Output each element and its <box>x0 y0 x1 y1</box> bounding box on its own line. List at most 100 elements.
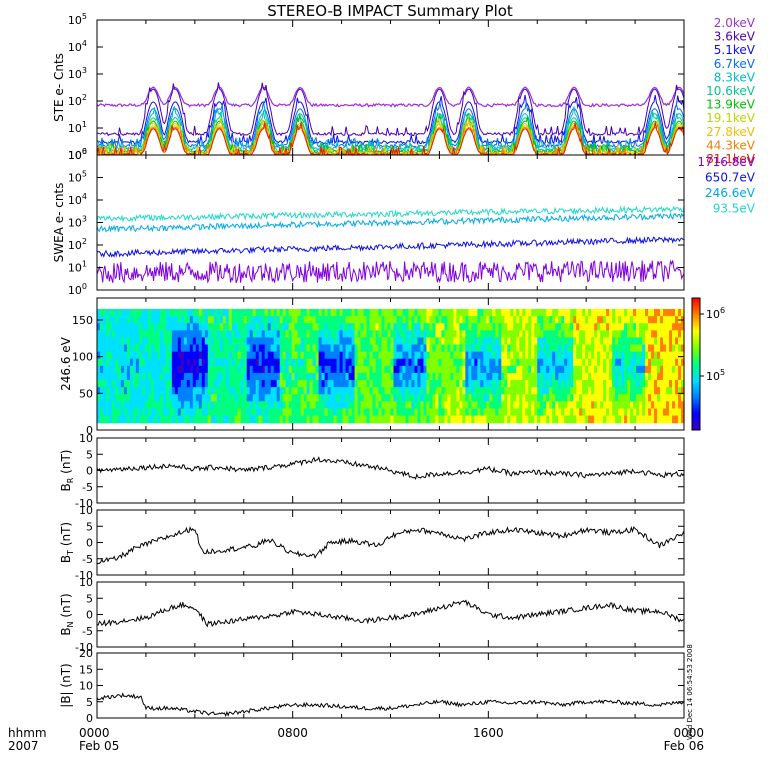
heatmap-cell <box>114 323 119 331</box>
ytick-label-ste: 102 <box>68 93 87 108</box>
heatmap-cell <box>324 323 329 331</box>
heatmap-cell <box>636 337 640 346</box>
heatmap-cell <box>597 394 601 402</box>
heatmap-cell <box>303 387 308 395</box>
heatmap-cell <box>456 408 460 417</box>
ytick-label-swea: 103 <box>68 215 87 230</box>
heatmap-cell <box>129 358 134 367</box>
heatmap-cell <box>585 387 589 395</box>
heatmap-cell <box>279 344 284 353</box>
heatmap-cell <box>177 394 182 402</box>
heatmap-cell <box>564 380 568 388</box>
heatmap-cell <box>462 323 466 331</box>
heatmap-cell <box>567 323 571 331</box>
heatmap-cell <box>585 365 589 374</box>
heatmap-cell <box>606 372 610 381</box>
heatmap-cell <box>162 380 167 388</box>
heatmap-cell <box>528 394 532 402</box>
heatmap-cell <box>510 408 514 417</box>
heatmap-cell <box>399 401 404 410</box>
heatmap-cell <box>573 365 577 374</box>
side-timestamp: Wed Dec 14 06:54:53 2008 <box>686 644 694 740</box>
heatmap-cell <box>177 365 182 374</box>
heatmap-cell <box>408 394 413 402</box>
heatmap-cell <box>129 337 134 346</box>
heatmap-cell <box>189 408 194 417</box>
heatmap-cell <box>294 394 299 402</box>
heatmap-cell <box>141 372 146 381</box>
heatmap-cell <box>162 401 167 410</box>
heatmap-cell <box>447 358 451 367</box>
heatmap-cell <box>318 408 323 417</box>
heatmap-cell <box>348 351 353 360</box>
heatmap-cell <box>108 408 113 417</box>
heatmap-cell <box>582 408 586 417</box>
heatmap-cell <box>144 358 149 367</box>
heatmap-cell <box>126 365 131 374</box>
heatmap-cell <box>336 408 341 417</box>
heatmap-cell <box>318 415 323 424</box>
heatmap-cell <box>288 408 293 417</box>
heatmap-cell <box>381 323 386 331</box>
heatmap-cell <box>132 394 137 402</box>
heatmap-cell <box>612 401 616 410</box>
heatmap-cell <box>222 337 227 346</box>
heatmap-cell <box>522 408 526 417</box>
heatmap-cell <box>669 337 673 346</box>
heatmap-cell <box>207 330 212 339</box>
heatmap-cell <box>459 330 463 339</box>
heatmap-cell <box>480 316 484 324</box>
heatmap-cell <box>573 394 577 402</box>
heatmap-cell <box>540 380 544 388</box>
heatmap-cell <box>180 309 185 317</box>
heatmap-cell <box>306 330 311 339</box>
heatmap-cell <box>618 337 622 346</box>
heatmap-cell <box>594 309 598 317</box>
heatmap-cell <box>630 394 634 402</box>
heatmap-cell <box>441 387 445 395</box>
heatmap-cell <box>327 316 332 324</box>
heatmap-cell <box>375 372 380 381</box>
heatmap-cell <box>174 415 179 424</box>
heatmap-cell <box>144 394 149 402</box>
heatmap-cell <box>435 344 440 353</box>
heatmap-cell <box>210 337 215 346</box>
heatmap-cell <box>207 372 212 381</box>
panel-frame-bn <box>96 581 685 648</box>
heatmap-cell <box>573 323 577 331</box>
heatmap-cell <box>639 323 643 331</box>
heatmap-cell <box>303 351 308 360</box>
heatmap-cell <box>573 351 577 360</box>
heatmap-cell <box>585 358 589 367</box>
heatmap-cell <box>243 344 248 353</box>
heatmap-cell <box>120 380 125 388</box>
heatmap-cell <box>99 365 104 374</box>
heatmap-cell <box>396 387 401 395</box>
heatmap-cell <box>417 365 422 374</box>
heatmap-cell <box>657 380 661 388</box>
heatmap-cell <box>546 387 550 395</box>
heatmap-cell <box>414 337 419 346</box>
heatmap-cell <box>486 387 490 395</box>
heatmap-cell <box>207 358 212 367</box>
heatmap-cell <box>465 387 469 395</box>
heatmap-cell <box>279 330 284 339</box>
heatmap-cell <box>315 351 320 360</box>
heatmap-cell <box>201 380 206 388</box>
heatmap-cell <box>162 387 167 395</box>
heatmap-cell <box>348 365 353 374</box>
heatmap-cell <box>132 372 137 381</box>
heatmap-cell <box>642 323 646 331</box>
heatmap-cell <box>645 351 649 360</box>
heatmap-cell <box>603 337 607 346</box>
heatmap-cell <box>360 372 365 381</box>
heatmap-cell <box>300 394 305 402</box>
heatmap-cell <box>645 365 649 374</box>
heatmap-cell <box>306 415 311 424</box>
heatmap-cell <box>630 372 634 381</box>
heatmap-cell <box>171 401 176 410</box>
heatmap-cell <box>546 316 550 324</box>
heatmap-cell <box>603 380 607 388</box>
heatmap-cell <box>474 401 478 410</box>
heatmap-cell <box>99 351 104 360</box>
